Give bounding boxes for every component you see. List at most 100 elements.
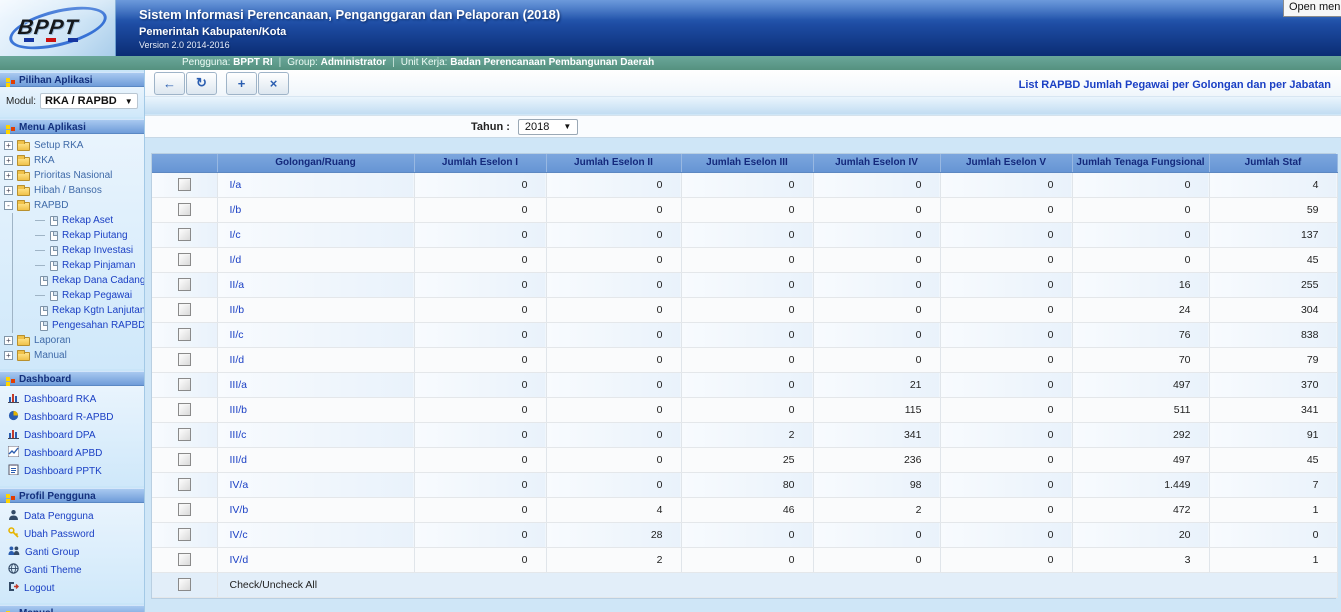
- cell-value: 370: [1209, 372, 1338, 398]
- golongan-link[interactable]: IV/d: [229, 553, 249, 566]
- sidebar-item-rekap-aset[interactable]: Rekap Aset: [35, 213, 142, 228]
- row-checkbox[interactable]: [177, 378, 191, 391]
- sidebar-item-dashboard-apbd[interactable]: Dashboard APBD: [4, 444, 142, 462]
- filter-bar: Tahun : 2018 ▼: [145, 115, 1341, 138]
- golongan-link[interactable]: III/d: [229, 453, 248, 466]
- column-header-jumlah-eselon-iv[interactable]: Jumlah Eselon IV: [813, 154, 941, 173]
- sidebar-item-rekap-piutang[interactable]: Rekap Piutang: [35, 228, 142, 243]
- expand-icon[interactable]: +: [4, 156, 13, 165]
- column-header-jumlah-staf[interactable]: Jumlah Staf: [1209, 154, 1338, 173]
- sidebar-item-dashboard-r-apbd[interactable]: Dashboard R-APBD: [4, 408, 142, 426]
- column-header-jumlah-eselon-ii[interactable]: Jumlah Eselon II: [546, 154, 682, 173]
- row-checkbox[interactable]: [177, 528, 191, 541]
- golongan-link[interactable]: II/c: [229, 328, 244, 341]
- row-checkbox[interactable]: [177, 303, 191, 316]
- row-checkbox[interactable]: [177, 503, 191, 516]
- golongan-link[interactable]: III/a: [229, 378, 248, 391]
- cell-value: 497: [1072, 447, 1210, 473]
- row-checkbox[interactable]: [177, 453, 191, 466]
- sidebar-item-rekap-kgtn-lanjutan[interactable]: Rekap Kgtn Lanjutan: [35, 303, 144, 318]
- expand-icon[interactable]: +: [4, 186, 13, 195]
- golongan-link[interactable]: IV/c: [229, 528, 248, 541]
- golongan-link[interactable]: III/c: [229, 428, 247, 441]
- golongan-link[interactable]: I/c: [229, 228, 241, 241]
- table-row: I/d 0 0 0 0 0 0 45: [152, 247, 1338, 273]
- column-header-golongan-ruang[interactable]: Golongan/Ruang: [217, 154, 415, 173]
- golongan-link[interactable]: II/d: [229, 353, 245, 366]
- golongan-link[interactable]: I/a: [229, 178, 242, 191]
- refresh-button[interactable]: ↻: [186, 71, 217, 95]
- cell-value: 76: [1072, 322, 1210, 348]
- cell-value: 292: [1072, 422, 1210, 448]
- sidebar-item-ganti-group[interactable]: Ganti Group: [4, 543, 142, 561]
- sidebar-item-logout[interactable]: Logout: [4, 579, 142, 597]
- tahun-select[interactable]: 2018 ▼: [517, 118, 579, 135]
- golongan-link[interactable]: IV/a: [229, 478, 249, 491]
- decorative-strip: [145, 97, 1341, 114]
- sidebar-item-rekap-pegawai[interactable]: Rekap Pegawai: [35, 288, 142, 303]
- row-checkbox[interactable]: [177, 278, 191, 291]
- modul-select[interactable]: RKA / RAPBD ▼: [40, 93, 138, 109]
- sidebar-item-ganti-theme[interactable]: Ganti Theme: [4, 561, 142, 579]
- chart-bar-icon: [8, 392, 19, 406]
- add-button[interactable]: +: [226, 71, 257, 95]
- column-header-jumlah-eselon-iii[interactable]: Jumlah Eselon III: [681, 154, 814, 173]
- cell-value: 0: [940, 522, 1073, 548]
- check-all-checkbox[interactable]: [177, 578, 191, 591]
- cell-value: 0: [414, 472, 547, 498]
- golongan-link[interactable]: IV/b: [229, 503, 249, 516]
- table-row: IV/b 0 4 46 2 0 472 1: [152, 497, 1338, 523]
- row-checkbox[interactable]: [177, 178, 191, 191]
- sidebar-item-prioritas-nasional[interactable]: + Prioritas Nasional: [4, 168, 142, 183]
- sidebar-item-dashboard-rka[interactable]: Dashboard RKA: [4, 390, 142, 408]
- row-checkbox[interactable]: [177, 353, 191, 366]
- golongan-link[interactable]: I/b: [229, 203, 242, 216]
- sidebar-item-rekap-pinjaman[interactable]: Rekap Pinjaman: [35, 258, 142, 273]
- column-header-jumlah-tenaga-fungsional[interactable]: Jumlah Tenaga Fungsional: [1072, 154, 1210, 173]
- menu-tree: + Setup RKA + RKA + Prioritas Nasional + Hibah …: [0, 134, 144, 369]
- row-checkbox[interactable]: [177, 403, 191, 416]
- sidebar-item-laporan[interactable]: + Laporan: [4, 333, 142, 348]
- row-checkbox[interactable]: [177, 203, 191, 216]
- cell-value: 0: [414, 522, 547, 548]
- golongan-link[interactable]: III/b: [229, 403, 248, 416]
- golongan-link[interactable]: II/a: [229, 278, 245, 291]
- sidebar-item-data-pengguna[interactable]: Data Pengguna: [4, 507, 142, 525]
- row-checkbox[interactable]: [177, 428, 191, 441]
- sidebar-item-setup-rka[interactable]: + Setup RKA: [4, 138, 142, 153]
- back-button[interactable]: ←: [154, 71, 185, 95]
- collapse-icon[interactable]: -: [4, 201, 13, 210]
- row-checkbox[interactable]: [177, 228, 191, 241]
- close-icon: ×: [269, 75, 278, 91]
- close-button[interactable]: ×: [258, 71, 289, 95]
- table-row: IV/a 0 0 80 98 0 1.449 7: [152, 472, 1338, 498]
- sidebar-item-hibah-bansos[interactable]: + Hibah / Bansos: [4, 183, 142, 198]
- cell-value: 0: [414, 322, 547, 348]
- cell-value: 0: [813, 197, 941, 223]
- expand-icon[interactable]: +: [4, 171, 13, 180]
- sidebar-item-rekap-investasi[interactable]: Rekap Investasi: [35, 243, 142, 258]
- expand-icon[interactable]: +: [4, 336, 13, 345]
- sidebar-item-rapbd[interactable]: - RAPBD: [4, 198, 142, 213]
- sidebar-item-dashboard-pptk[interactable]: Dashboard PPTK: [4, 462, 142, 480]
- expand-icon[interactable]: +: [4, 141, 13, 150]
- expand-icon[interactable]: +: [4, 351, 13, 360]
- sidebar-item-rekap-dana-cadangan[interactable]: Rekap Dana Cadangan: [35, 273, 144, 288]
- sidebar-item-manual[interactable]: + Manual: [4, 348, 142, 363]
- sidebar-item-ubah-password[interactable]: Ubah Password: [4, 525, 142, 543]
- column-header-jumlah-eselon-v[interactable]: Jumlah Eselon V: [940, 154, 1073, 173]
- golongan-link[interactable]: I/d: [229, 253, 242, 266]
- row-checkbox[interactable]: [177, 553, 191, 566]
- row-checkbox[interactable]: [177, 253, 191, 266]
- cell-value: 0: [940, 347, 1073, 373]
- sidebar-item-dashboard-dpa[interactable]: Dashboard DPA: [4, 426, 142, 444]
- back-arrow-icon: ←: [163, 75, 176, 91]
- column-header-jumlah-eselon-i[interactable]: Jumlah Eselon I: [414, 154, 547, 173]
- sidebar-item-label: Dashboard DPA: [24, 429, 96, 441]
- row-checkbox[interactable]: [177, 328, 191, 341]
- sidebar-item-rka[interactable]: + RKA: [4, 153, 142, 168]
- sidebar-item-pengesahan-rapbd[interactable]: Pengesahan RAPBD: [35, 318, 144, 333]
- golongan-link[interactable]: II/b: [229, 303, 245, 316]
- row-checkbox[interactable]: [177, 478, 191, 491]
- section-bullet-icon: [6, 125, 10, 129]
